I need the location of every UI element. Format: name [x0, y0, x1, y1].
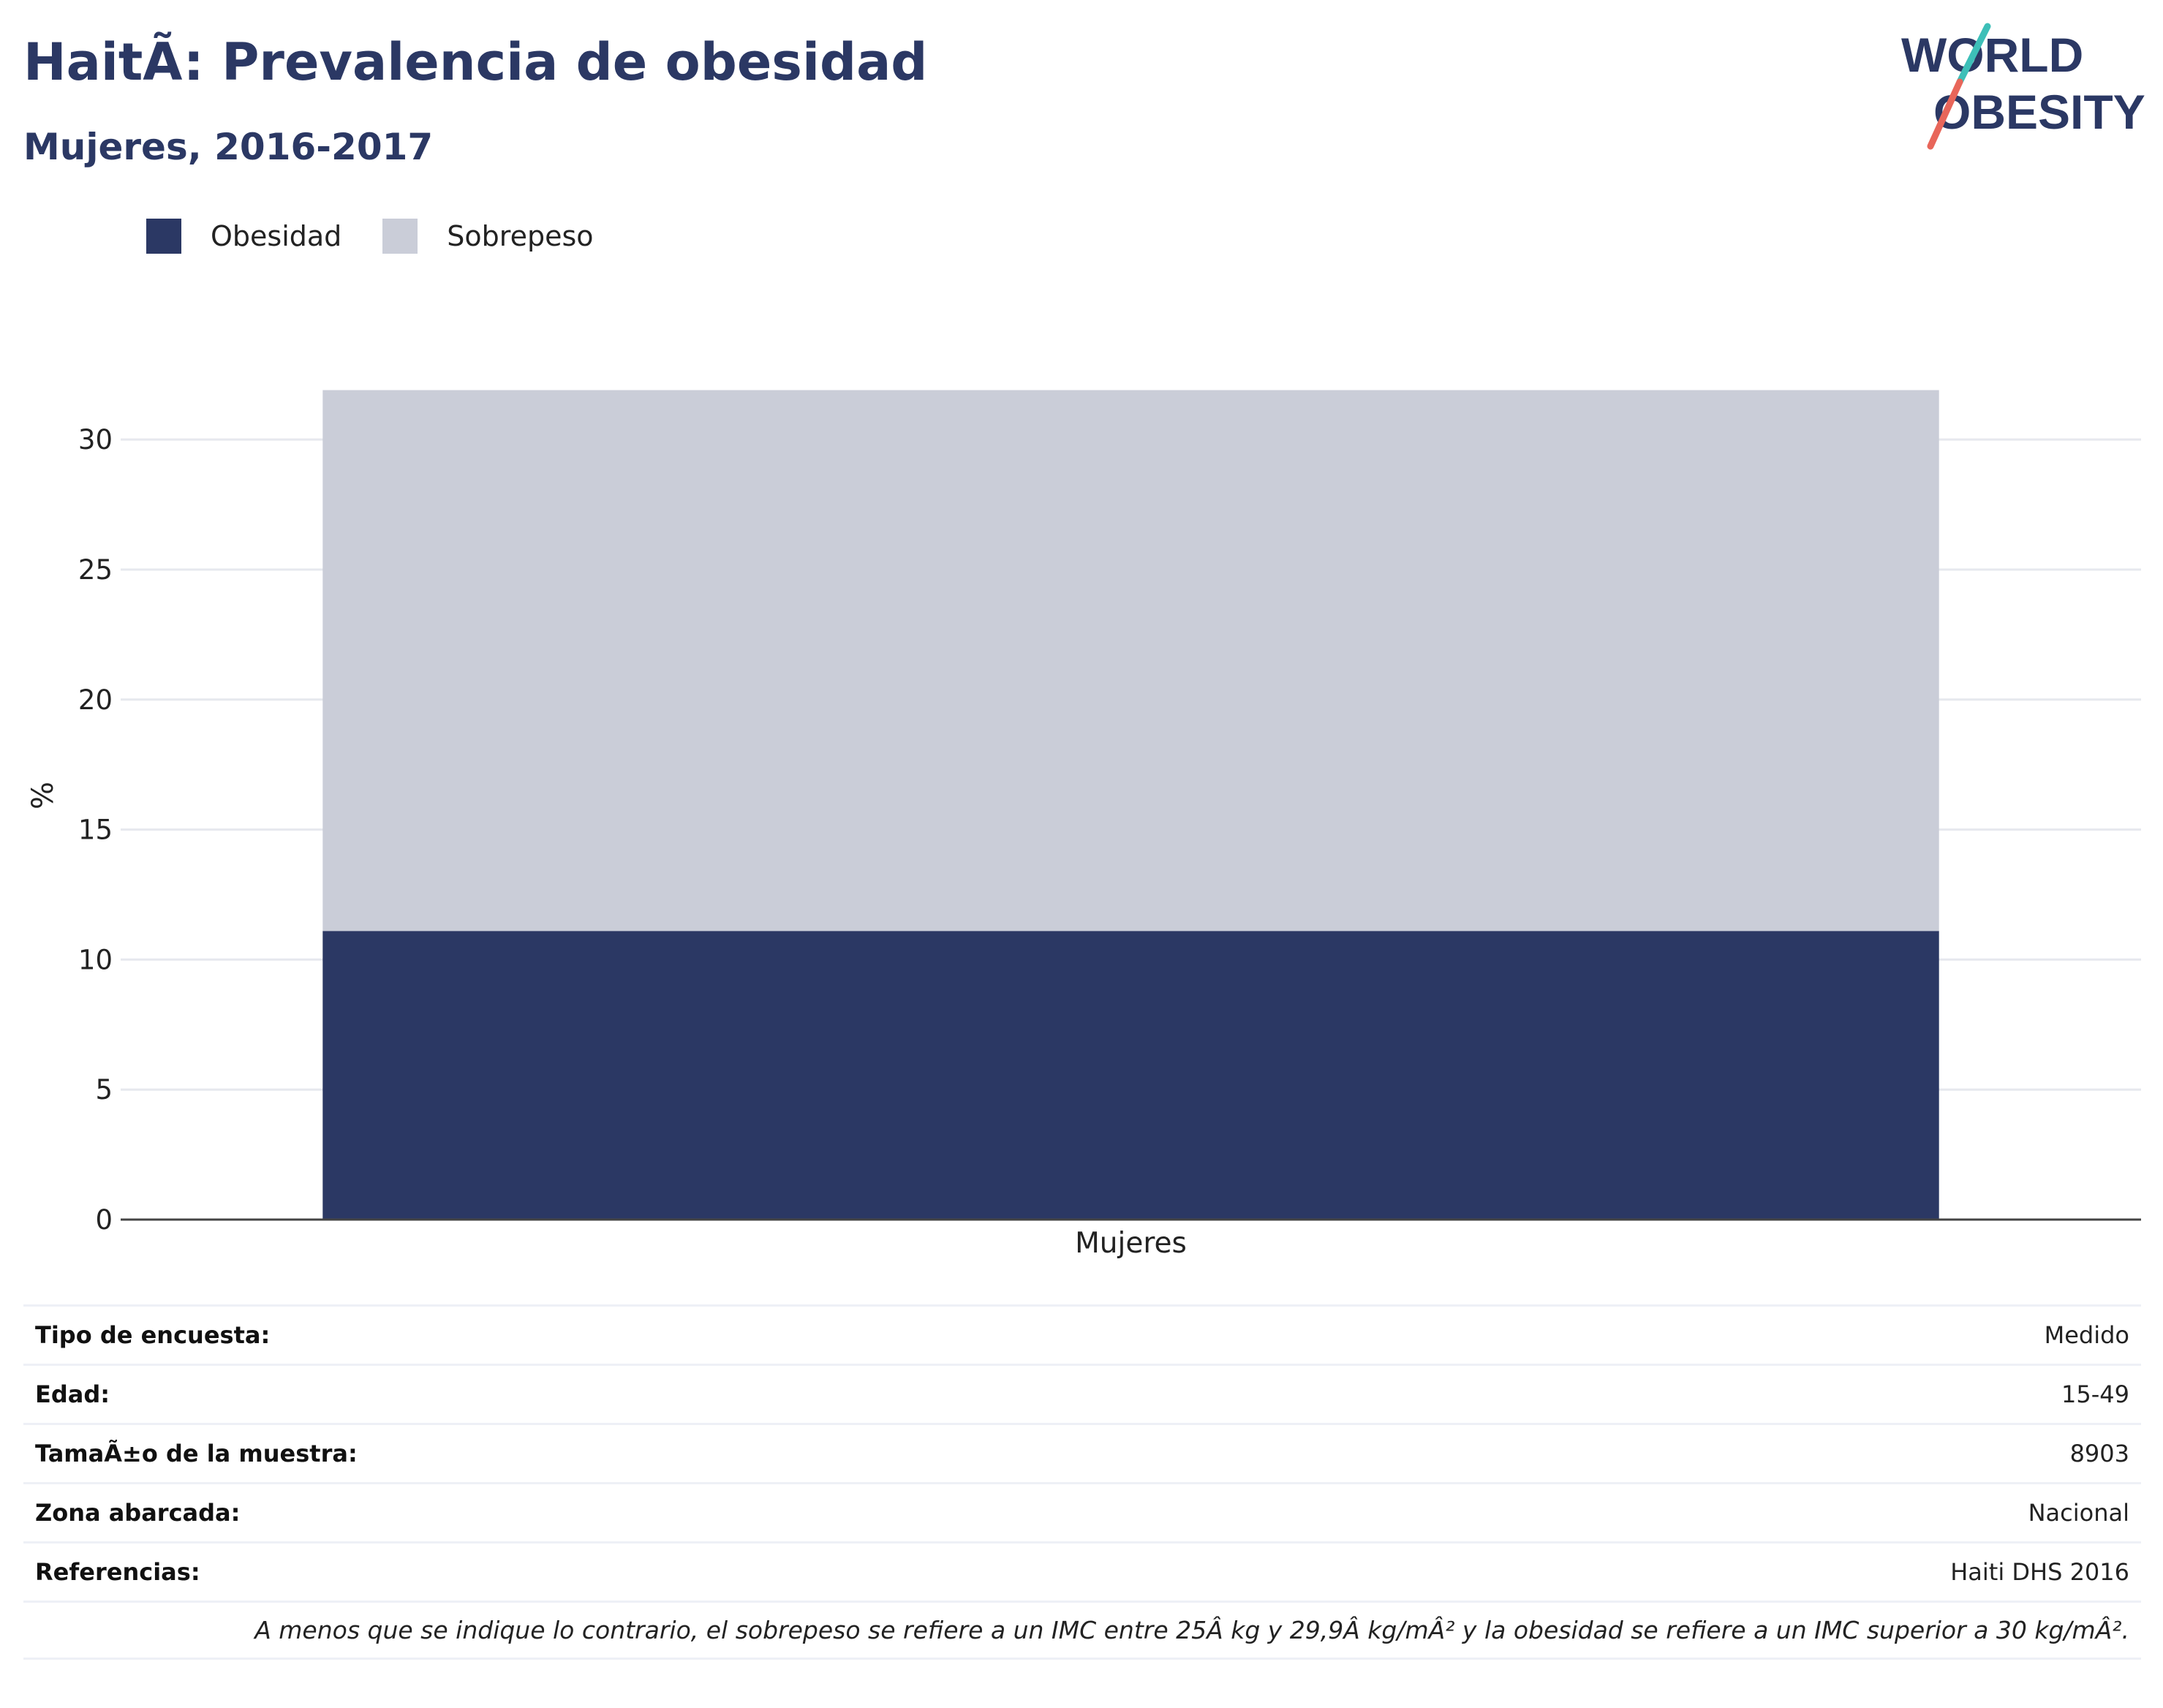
chart-title: HaitÃ: Prevalencia de obesidad — [23, 32, 928, 92]
info-value: Nacional — [2028, 1499, 2129, 1527]
info-row-survey-type: Tipo de encuesta: Medido — [23, 1304, 2141, 1364]
y-tick-label: 0 — [95, 1204, 113, 1236]
y-tick-label: 20 — [78, 684, 113, 716]
x-tick-label: Mujeres — [1075, 1227, 1187, 1260]
legend-label-sobrepeso: Sobrepeso — [447, 220, 594, 252]
info-label: TamaÃ±o de la muestra: — [35, 1440, 358, 1467]
survey-info-table: Tipo de encuesta: Medido Edad: 15-49 Tam… — [23, 1304, 2141, 1660]
legend-label-obesidad: Obesidad — [211, 220, 342, 252]
y-tick-label: 30 — [78, 424, 113, 456]
bar-chart: 0 5 10 15 20 25 30 Mujeres% — [26, 390, 2141, 1260]
bar-sobrepeso — [322, 390, 1939, 932]
legend-item-obesidad[interactable]: Obesidad — [146, 219, 341, 254]
logo-text-obesity: OBESITY — [1933, 85, 2145, 139]
y-tick-label: 10 — [78, 944, 113, 975]
legend-swatch-obesidad — [146, 219, 181, 254]
info-value: 8903 — [2069, 1440, 2129, 1467]
y-tick-label: 15 — [78, 815, 113, 846]
legend-item-sobrepeso[interactable]: Sobrepeso — [382, 219, 594, 254]
y-tick-label: 5 — [95, 1074, 113, 1106]
world-obesity-logo: WORLD OBESITY — [1901, 23, 2145, 150]
footnote-row: A menos que se indique lo contrario, el … — [23, 1601, 2141, 1660]
y-tick-label: 25 — [78, 554, 113, 586]
logo-slash-bottom — [1927, 78, 1963, 150]
chart-legend: Obesidad Sobrepeso — [146, 218, 635, 254]
footnote: A menos que se indique lo contrario, el … — [254, 1616, 2129, 1644]
info-row-coverage: Zona abarcada: Nacional — [23, 1482, 2141, 1541]
logo-slash-top — [1956, 23, 1991, 86]
logo-text-world: WORLD — [1901, 28, 2083, 82]
info-value: 15-49 — [2061, 1380, 2129, 1408]
info-label: Edad: — [35, 1380, 110, 1408]
bar-obesidad — [322, 931, 1939, 1220]
info-row-age: Edad: 15-49 — [23, 1364, 2141, 1423]
legend-swatch-sobrepeso — [382, 219, 418, 254]
info-row-references: Referencias: Haiti DHS 2016 — [23, 1541, 2141, 1601]
info-row-sample-size: TamaÃ±o de la muestra: 8903 — [23, 1423, 2141, 1482]
info-label: Zona abarcada: — [35, 1499, 241, 1527]
y-axis-title: % — [26, 782, 60, 809]
info-value: Haiti DHS 2016 — [1950, 1558, 2129, 1586]
chart-subtitle: Mujeres, 2016-2017 — [23, 126, 434, 168]
info-label: Referencias: — [35, 1558, 200, 1586]
info-value: Medido — [2044, 1321, 2129, 1349]
info-label: Tipo de encuesta: — [35, 1321, 271, 1349]
